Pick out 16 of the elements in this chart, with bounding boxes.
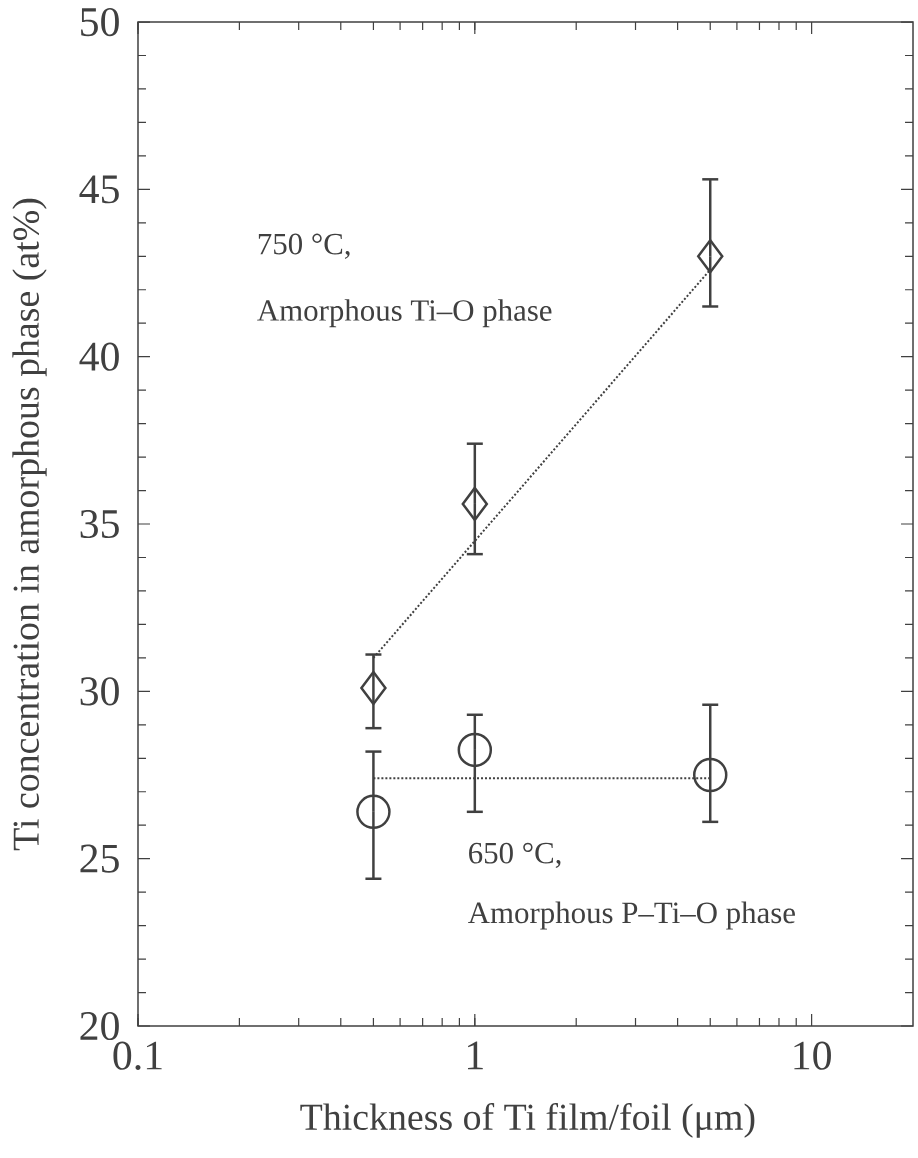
annotation: Amorphous Ti–O phase — [257, 299, 552, 328]
annotation: 750 °C, — [258, 233, 350, 259]
y-tick-label: 45 — [79, 175, 119, 204]
y-tick-label: 20 — [80, 1011, 119, 1041]
annotation: Amorphous P–Ti–O phase — [468, 901, 795, 930]
y-tick-label: 25 — [80, 844, 119, 873]
x-tick-label: 0.1 — [113, 1041, 162, 1070]
y-axis-title: Ti concentration in amorphous phase (at%) — [12, 198, 47, 851]
x-axis-title: Thickness of Ti film/foil (μm) — [300, 1102, 755, 1138]
x-tick-label: 1 — [468, 1041, 483, 1070]
y-tick-label: 30 — [80, 677, 119, 706]
x-tick-label: 10 — [794, 1041, 831, 1070]
annotation: 650 °C, — [469, 842, 561, 868]
y-tick-label: 40 — [79, 342, 119, 371]
y-tick-label: 35 — [80, 509, 119, 539]
y-tick-label: 50 — [81, 7, 119, 37]
